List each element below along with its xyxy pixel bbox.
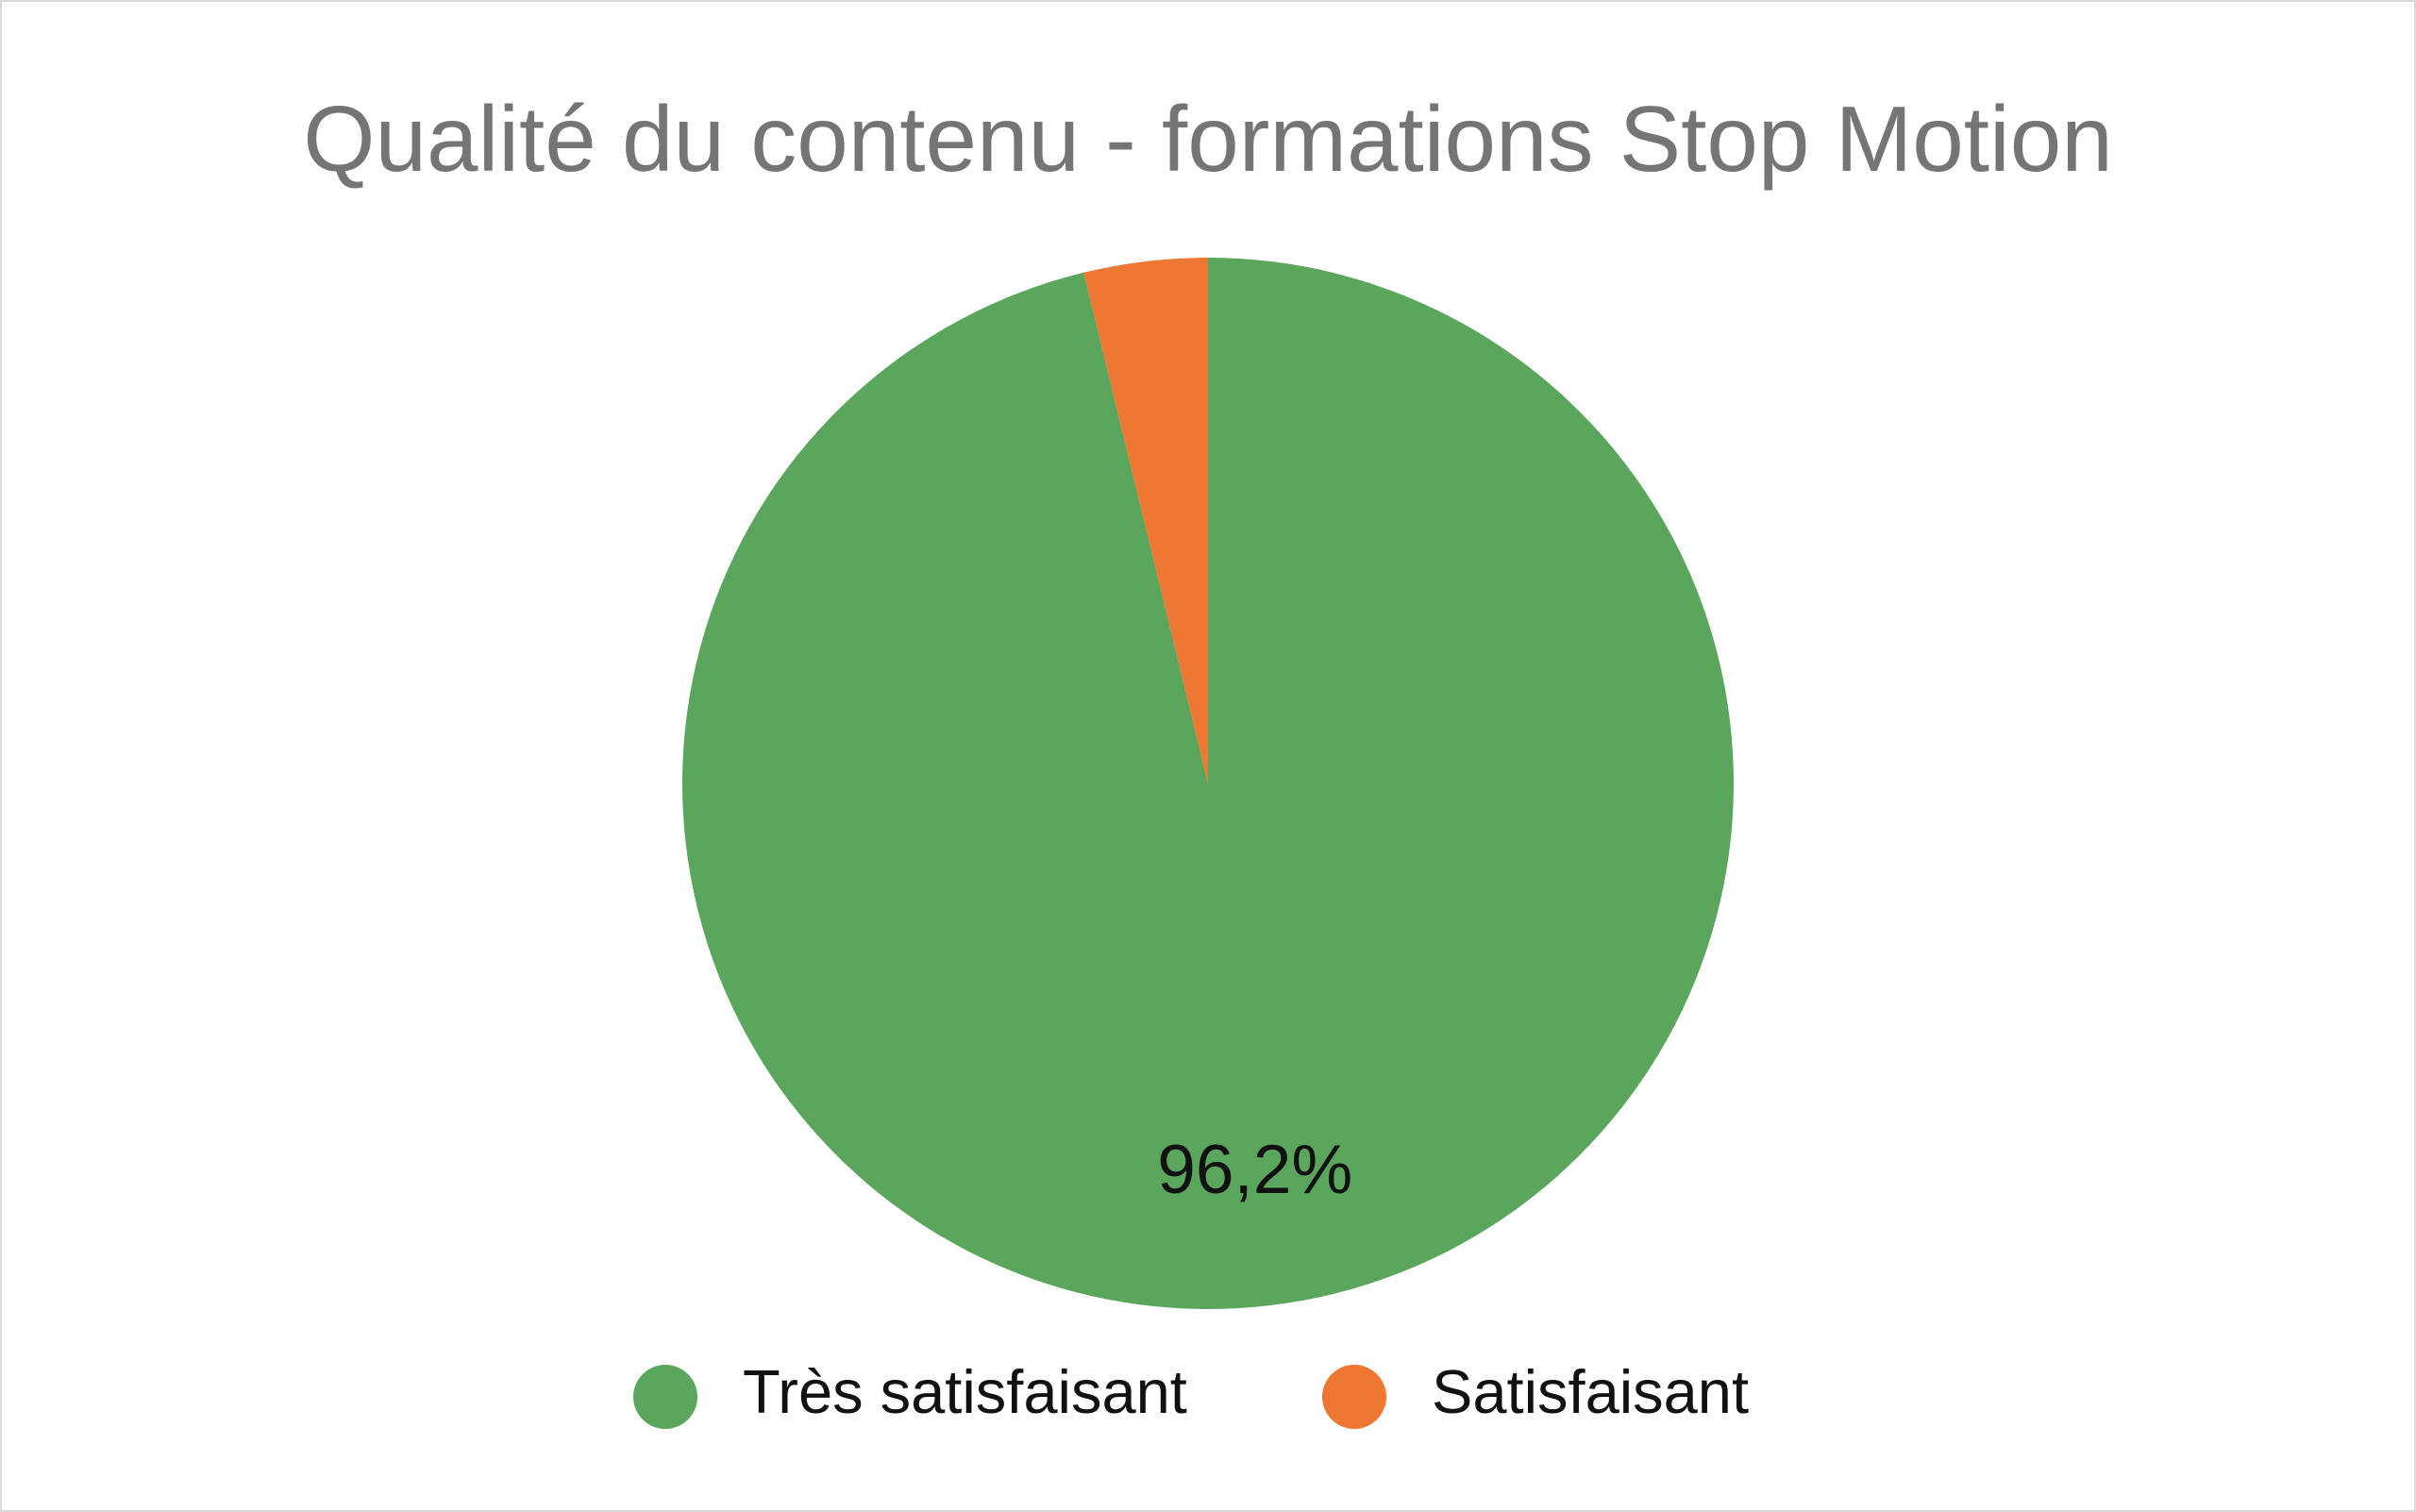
data-label: 96,2% xyxy=(1157,1132,1352,1208)
legend-label: Satisfaisant xyxy=(1432,1357,1749,1426)
pie-slice xyxy=(1083,258,1208,783)
legend-marker xyxy=(1322,1365,1386,1429)
legend-marker xyxy=(633,1365,697,1429)
chart-title: Qualité du contenu - formations Stop Mot… xyxy=(303,87,2113,191)
legend-label: Très satisfaisant xyxy=(743,1357,1187,1426)
